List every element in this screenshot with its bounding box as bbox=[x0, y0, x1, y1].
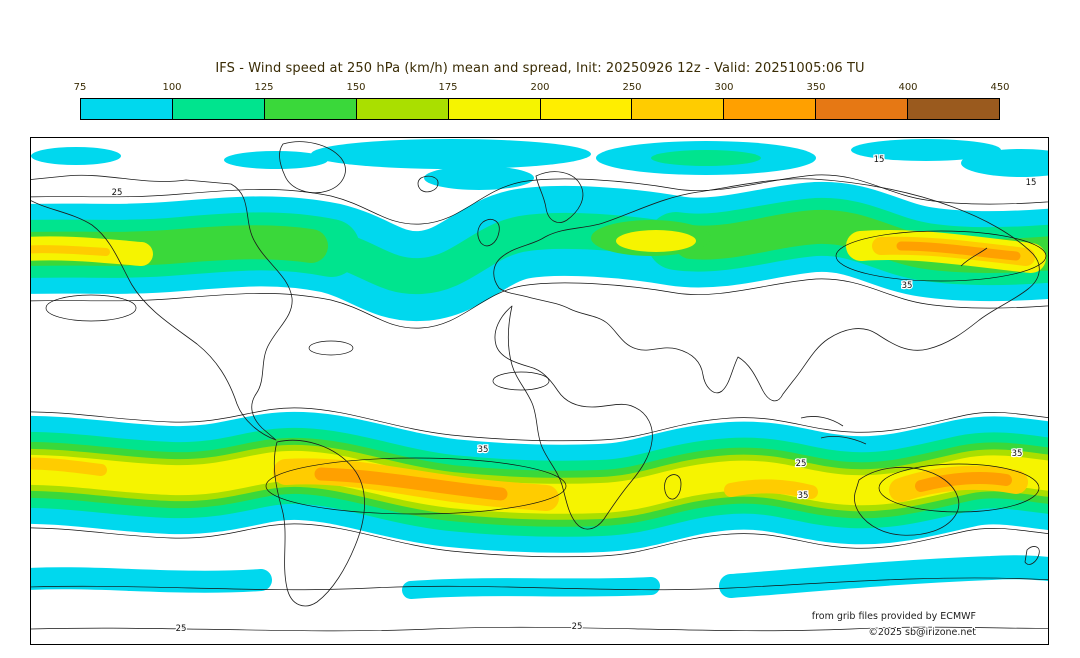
colorbar-segment bbox=[724, 99, 817, 119]
coastline-greenland bbox=[279, 141, 346, 194]
coastline-indonesia bbox=[820, 436, 867, 445]
coastline-britain bbox=[477, 219, 500, 247]
colorbar-segment bbox=[816, 99, 909, 119]
contour-label: 35 bbox=[478, 445, 489, 455]
colorbar-segment bbox=[172, 99, 265, 119]
colorbar-segment bbox=[448, 99, 541, 119]
contour-label: 25 bbox=[572, 622, 583, 632]
contour-label: 35 bbox=[798, 491, 809, 501]
contour-label: 25 bbox=[112, 188, 123, 198]
contour-label: 35 bbox=[1012, 449, 1023, 459]
contour-label: 15 bbox=[874, 155, 885, 165]
colorbar-segment bbox=[264, 99, 357, 119]
coastline-eurasia bbox=[493, 178, 1040, 402]
coastline-north-america bbox=[31, 174, 293, 441]
map-frame: 15 15 25 35 25 35 35 35 25 25 from grib files pro… bbox=[30, 137, 1049, 645]
colorbar-tick-label: 200 bbox=[530, 82, 550, 93]
colorbar-legend: 75 100 125 150 175 200 250 300 350 400 450 bbox=[74, 82, 1010, 120]
colorbar-tick-label: 100 bbox=[162, 82, 182, 93]
coastline-iceland bbox=[417, 175, 439, 193]
coastlines bbox=[31, 141, 1040, 607]
contour-label: 25 bbox=[176, 624, 187, 634]
coastline-australia bbox=[854, 466, 960, 536]
contour-label: 15 bbox=[1026, 178, 1037, 188]
coastline-japan bbox=[960, 247, 988, 267]
colorbar bbox=[80, 98, 1000, 120]
page-title: IFS - Wind speed at 250 hPa (km/h) mean … bbox=[215, 61, 865, 76]
world-map: 15 15 25 35 25 35 35 35 25 25 from grib files pro… bbox=[31, 139, 1048, 639]
contour-lines bbox=[31, 174, 1048, 632]
colorbar-ticks: 75 100 125 150 175 200 250 300 350 400 450 bbox=[74, 82, 1010, 95]
colorbar-segment bbox=[81, 99, 173, 119]
colorbar-tick-label: 175 bbox=[438, 82, 458, 93]
coastline-south-america bbox=[273, 439, 365, 607]
contour-label: 35 bbox=[902, 281, 913, 291]
colorbar-segment bbox=[356, 99, 449, 119]
credit-ecmwf: from grib files provided by ECMWF bbox=[812, 611, 976, 622]
colorbar-tick-label: 450 bbox=[990, 82, 1010, 93]
colorbar-segment bbox=[632, 99, 725, 119]
colorbar-tick-label: 250 bbox=[622, 82, 642, 93]
coastline-new-zealand bbox=[1024, 546, 1040, 565]
colorbar-tick-label: 150 bbox=[346, 82, 366, 93]
contour-label: 25 bbox=[796, 459, 807, 469]
colorbar-segment bbox=[908, 99, 1000, 119]
contour-labels-layer: 15 15 25 35 25 35 35 35 25 25 bbox=[110, 154, 1037, 636]
colorbar-tick-label: 125 bbox=[254, 82, 274, 93]
credit-irizone: ©2025 sb@irizone.net bbox=[868, 627, 976, 638]
wind-speed-bands bbox=[31, 139, 1048, 599]
coastline-africa bbox=[494, 305, 653, 530]
coastline-scandinavia bbox=[535, 171, 584, 223]
colorbar-tick-label: 400 bbox=[898, 82, 918, 93]
coastline-madagascar bbox=[664, 474, 682, 500]
colorbar-tick-label: 300 bbox=[714, 82, 734, 93]
colorbar-tick-label: 350 bbox=[806, 82, 826, 93]
coastline-southeast-asia bbox=[800, 416, 844, 427]
colorbar-tick-label: 75 bbox=[73, 82, 87, 93]
colorbar-segment bbox=[540, 99, 633, 119]
